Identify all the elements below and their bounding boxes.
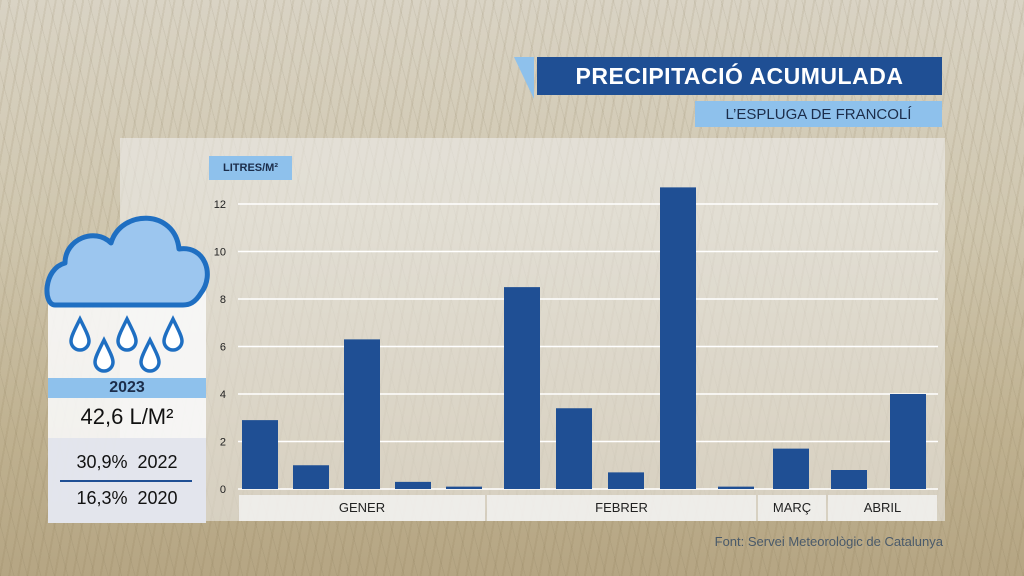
month-labels: GENER FEBRER MARÇ ABRIL [239, 495, 937, 521]
bar [242, 420, 278, 489]
month-band [239, 495, 485, 521]
bar [890, 394, 926, 489]
month-label: ABRIL [864, 500, 902, 515]
month-band [758, 495, 826, 521]
comparison-year: 2020 [137, 487, 178, 508]
y-tick-label: 0 [220, 484, 226, 496]
source-note: Font: Servei Meteorològic de Catalunya [714, 534, 943, 549]
bar [504, 287, 540, 489]
summary-year: 2023 [48, 378, 206, 398]
bar [556, 408, 592, 489]
y-axis-label: LITRES/M² [209, 156, 292, 180]
chart-title: PRECIPITACIÓ ACUMULADA [537, 57, 942, 95]
y-tick-label: 2 [220, 437, 226, 449]
summary-total: 42,6 L/M² [80, 404, 174, 429]
bar [293, 465, 329, 489]
comparison-row-1: 30,9% 2022 [48, 447, 206, 477]
comparison-year: 2022 [137, 451, 178, 472]
title-flag-decoration [514, 57, 534, 99]
y-tick-label: 4 [220, 389, 226, 401]
bar [395, 481, 431, 489]
y-tick-label: 8 [220, 294, 226, 306]
rain-cloud-icon [44, 215, 210, 373]
bars [242, 187, 926, 489]
comparison-percent: 30,9% [76, 451, 128, 472]
bar [831, 470, 867, 489]
y-tick-label: 10 [214, 247, 226, 259]
bar [344, 339, 380, 489]
month-band [487, 495, 756, 521]
y-tick-label: 6 [220, 342, 226, 354]
bar [660, 187, 696, 489]
month-label: GENER [339, 500, 385, 515]
bar [718, 486, 754, 489]
comparison-row-2: 16,3% 2020 [48, 483, 206, 513]
y-tick-labels: 0 2 4 6 8 10 12 [214, 199, 226, 496]
y-tick-label: 12 [214, 199, 226, 211]
month-label: MARÇ [773, 500, 811, 515]
month-label: FEBRER [595, 500, 648, 515]
bar [608, 472, 644, 489]
month-band [828, 495, 937, 521]
bar [446, 486, 482, 489]
comparison-percent: 16,3% [76, 487, 128, 508]
chart-subtitle: L’ESPLUGA DE FRANCOLÍ [695, 101, 942, 127]
bar [773, 448, 809, 489]
comparison-divider [60, 480, 192, 482]
